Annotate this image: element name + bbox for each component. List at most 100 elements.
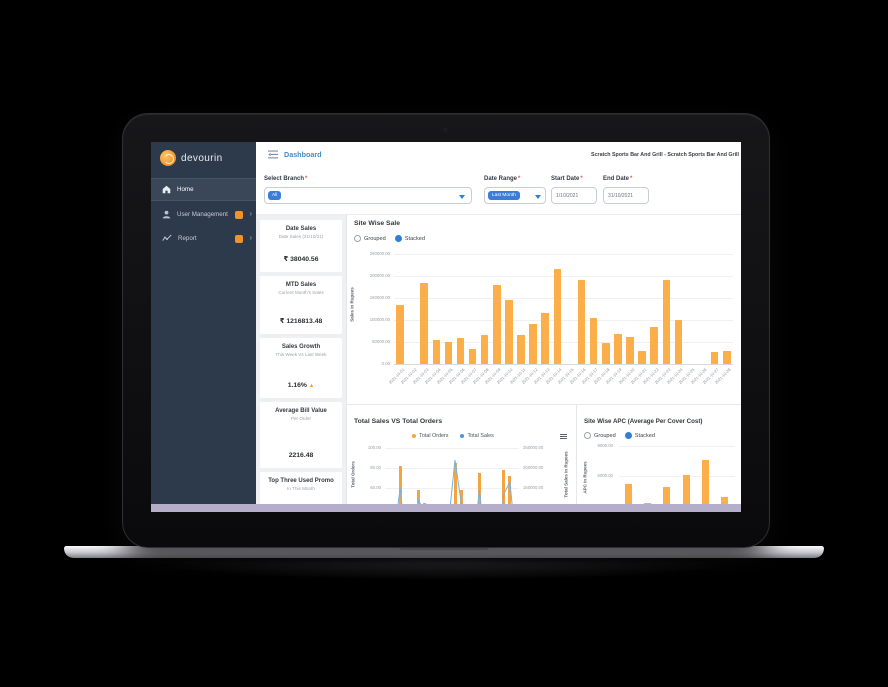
legend-total-orders[interactable]: Total Orders xyxy=(412,433,448,439)
bar xyxy=(541,313,549,364)
sidebar-toggle-icon[interactable] xyxy=(268,150,279,159)
bar xyxy=(453,463,457,512)
gridline xyxy=(394,298,733,299)
bar xyxy=(480,335,489,364)
gridline xyxy=(385,448,519,449)
gridline xyxy=(619,476,735,477)
bar xyxy=(589,317,598,364)
stat-title: Average Bill Value xyxy=(275,408,327,414)
filter-bar: Select Branch* All Date Range* Last Mont… xyxy=(256,168,741,215)
stat-title: Top Three Used Promo xyxy=(268,478,334,484)
radio-icon xyxy=(584,432,591,439)
bar xyxy=(710,351,719,364)
chart3-mode-radios: Grouped Stacked xyxy=(584,432,655,439)
notification-badge xyxy=(235,211,243,219)
user-icon xyxy=(162,210,171,219)
y-tick-label: 6000.00 xyxy=(597,473,613,478)
stat-subtitle: This Week Vs Last Week xyxy=(275,352,327,357)
sidebar-item-label: Report xyxy=(178,235,197,242)
chevron-down-icon xyxy=(535,195,541,199)
stat-title: Date Sales xyxy=(285,226,317,232)
legend-dot-icon xyxy=(412,434,417,438)
y-tick-label-left: 80.00 xyxy=(370,465,381,470)
bar xyxy=(702,459,710,512)
stat-title: Sales Growth xyxy=(281,344,321,350)
y-tick-label: 250000.00 xyxy=(369,251,390,256)
radio-stacked[interactable]: Stacked xyxy=(624,432,655,439)
start-date-value: 1/10/2021 xyxy=(556,193,579,199)
bar xyxy=(502,470,506,512)
y-tick-label: 150000.00 xyxy=(369,295,390,300)
select-branch-dropdown[interactable]: All xyxy=(264,187,472,204)
stat-card-sales-growth: Sales Growth This Week Vs Last Week 1.16… xyxy=(260,338,342,398)
bar xyxy=(614,334,622,364)
bar xyxy=(396,304,404,364)
sidebar-item-user-management[interactable]: User Management › xyxy=(151,204,256,225)
sidebar-item-home[interactable]: Home xyxy=(151,178,256,201)
bar xyxy=(456,337,465,364)
radio-grouped[interactable]: Grouped xyxy=(354,235,386,242)
y-tick-label-left: 60.00 xyxy=(370,485,381,490)
stat-subtitle: Date Sales (31/10/21) xyxy=(278,234,324,239)
report-icon xyxy=(162,234,172,241)
app-window: devourin Home User Management › xyxy=(151,142,741,512)
home-icon xyxy=(162,185,171,194)
bar xyxy=(650,326,658,364)
restaurant-name: Scratch Sports Bar And Grill - Scratch S… xyxy=(591,152,739,158)
chevron-right-icon: › xyxy=(249,233,252,242)
stat-subtitle: Per Order xyxy=(290,416,312,421)
chevron-right-icon: › xyxy=(249,209,252,218)
brand[interactable]: devourin xyxy=(160,149,223,167)
end-date-input[interactable]: 31/10/2021 xyxy=(603,187,649,204)
horizontal-scrollbar[interactable] xyxy=(151,504,741,512)
chart2-right-axis-label: Total Sales In Rupees xyxy=(563,451,569,498)
bar xyxy=(662,280,671,364)
bar xyxy=(602,342,610,364)
gridline xyxy=(394,364,733,365)
chart-menu-icon[interactable] xyxy=(560,433,568,441)
devourin-logo-icon xyxy=(160,150,176,166)
stat-subtitle: Current Month's Sales xyxy=(278,290,324,295)
radio-grouped[interactable]: Grouped xyxy=(584,432,616,439)
y-tick-label-right: 200000.00 xyxy=(523,465,544,470)
page-title[interactable]: Dashboard xyxy=(284,150,322,159)
radio-stacked[interactable]: Stacked xyxy=(394,235,425,242)
date-range-dropdown[interactable]: Last Month xyxy=(484,187,546,204)
bar xyxy=(674,320,683,364)
bar xyxy=(420,282,428,364)
bar xyxy=(505,300,513,364)
bar xyxy=(493,284,501,364)
bar xyxy=(444,342,453,364)
sidebar: devourin Home User Management › xyxy=(151,142,256,512)
gridline xyxy=(385,468,519,469)
y-tick-label-right: 250000.00 xyxy=(523,445,544,450)
panel-divider xyxy=(576,404,577,512)
y-tick-label: 8000.00 xyxy=(597,443,613,448)
stat-value: 2216.48 xyxy=(288,452,314,459)
gridline xyxy=(394,254,733,255)
webcam-icon xyxy=(443,127,448,132)
legend-total-sales[interactable]: Total Sales xyxy=(460,433,494,439)
y-tick-label: 200000.00 xyxy=(369,273,390,278)
bar xyxy=(723,350,731,364)
chart2-legend: Total Orders Total Sales xyxy=(348,433,558,439)
radio-icon xyxy=(354,235,361,242)
bar xyxy=(577,280,586,364)
panel-divider xyxy=(346,404,741,405)
laptop-base-notch xyxy=(399,546,489,552)
sidebar-item-report[interactable]: Report › xyxy=(151,228,256,249)
end-date-label: End Date* xyxy=(603,176,633,182)
bar xyxy=(626,336,634,364)
laptop-base xyxy=(64,546,824,558)
total-sales-line xyxy=(396,459,514,512)
chart-title-site-wise-apc: Site Wise APC (Average Per Cover Cost) xyxy=(584,418,703,425)
start-date-input[interactable]: 1/10/2021 xyxy=(551,187,597,204)
notification-badge xyxy=(235,235,243,243)
y-tick-label: 100000.00 xyxy=(369,317,390,322)
stat-value: ₹ 38040.56 xyxy=(283,256,319,263)
selected-range-chip: Last Month xyxy=(488,191,520,200)
y-tick-label-right: 150000.00 xyxy=(523,485,544,490)
chart-title-sales-vs-orders: Total Sales VS Total Orders xyxy=(354,418,443,425)
start-date-label: Start Date* xyxy=(551,176,583,182)
